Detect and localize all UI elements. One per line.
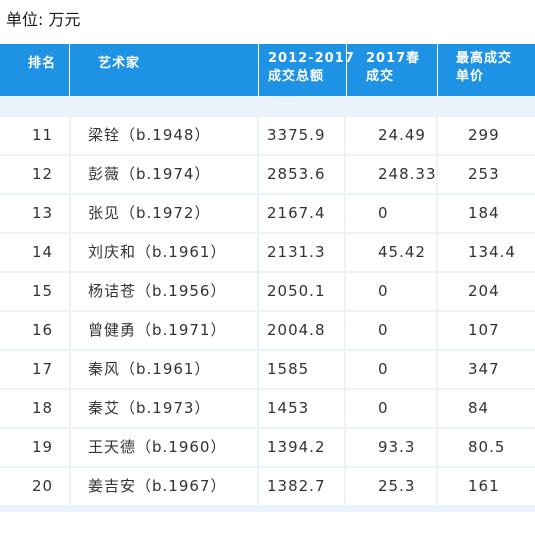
cell-max: 299: [438, 117, 535, 154]
table-row: 13 张见（b.1972） 2167.4 0 184: [0, 194, 535, 233]
cell-rank: 12: [0, 156, 69, 193]
header-max-line2: 单价: [456, 69, 485, 84]
cell-max: 161: [438, 468, 535, 505]
header-spring: 2017春 成交: [366, 50, 420, 102]
cell-artist: 梁铨（b.1948）: [71, 117, 257, 154]
header-spring-line1: 2017春: [366, 51, 421, 66]
cell-total: 1382.7: [259, 468, 344, 505]
cell-rank: 15: [0, 273, 69, 310]
cell-rank: 19: [0, 429, 69, 466]
header-divider: [437, 44, 438, 96]
table-row: 15 杨诘苍（b.1956） 2050.1 0 204: [0, 272, 535, 311]
cell-spring: 45.42: [346, 234, 436, 271]
table-row: 11 梁铨（b.1948） 3375.9 24.49 299: [0, 116, 535, 155]
ranking-table: 排名 艺术家 2012-2017 成交总额 2017春 成交 最高成交 单价 1…: [0, 44, 535, 512]
cell-rank: 14: [0, 234, 69, 271]
cell-total: 1453: [259, 390, 344, 427]
header-artist: 艺术家: [98, 56, 141, 71]
cell-spring: 0: [346, 195, 436, 232]
cell-spring: 25.3: [346, 468, 436, 505]
cell-total: 2004.8: [259, 312, 344, 349]
cell-artist: 刘庆和（b.1961）: [71, 234, 257, 271]
cell-spring: 0: [346, 273, 436, 310]
header-spacer: [0, 96, 535, 116]
cell-total: 2853.6: [259, 156, 344, 193]
header-total: 2012-2017 成交总额: [268, 50, 355, 102]
header-max-line1: 最高成交: [456, 51, 513, 66]
cell-artist: 杨诘苍（b.1956）: [71, 273, 257, 310]
cell-max: 253: [438, 156, 535, 193]
cell-artist: 彭薇（b.1974）: [71, 156, 257, 193]
cell-spring: 24.49: [346, 117, 436, 154]
cell-spring: 248.33: [346, 156, 436, 193]
cell-artist: 张见（b.1972）: [71, 195, 257, 232]
header-total-line2: 成交总额: [268, 69, 325, 84]
cell-rank: 17: [0, 351, 69, 388]
table-body: 11 梁铨（b.1948） 3375.9 24.49 299 12 彭薇（b.1974） 28…: [0, 116, 535, 512]
header-total-line1: 2012-2017: [268, 51, 355, 66]
header-rank: 排名: [28, 56, 57, 71]
cell-max: 184: [438, 195, 535, 232]
cell-max: 84: [438, 390, 535, 427]
table-row: 17 秦风（b.1961） 1585 0 347: [0, 350, 535, 389]
cell-total: 2131.3: [259, 234, 344, 271]
cell-max: 134.4: [438, 234, 535, 271]
cell-max: 107: [438, 312, 535, 349]
table-row: 14 刘庆和（b.1961） 2131.3 45.42 134.4: [0, 233, 535, 272]
header-divider: [346, 44, 347, 96]
cell-total: 1585: [259, 351, 344, 388]
table-row: 12 彭薇（b.1974） 2853.6 248.33 253: [0, 155, 535, 194]
table-row: 18 秦艾（b.1973） 1453 0 84: [0, 389, 535, 428]
cell-rank: 11: [0, 117, 69, 154]
cell-artist: 姜吉安（b.1967）: [71, 468, 257, 505]
table-row: 16 曾健勇（b.1971） 2004.8 0 107: [0, 311, 535, 350]
cell-artist: 曾健勇（b.1971）: [71, 312, 257, 349]
header-divider: [258, 44, 259, 96]
cell-max: 204: [438, 273, 535, 310]
table-row: 20 姜吉安（b.1967） 1382.7 25.3 161: [0, 467, 535, 506]
header-spring-line2: 成交: [366, 69, 395, 84]
cell-rank: 16: [0, 312, 69, 349]
cell-artist: 秦艾（b.1973）: [71, 390, 257, 427]
header-max: 最高成交 单价: [456, 50, 512, 102]
cell-spring: 0: [346, 351, 436, 388]
cell-artist: 王天德（b.1960）: [71, 429, 257, 466]
table-header: 排名 艺术家 2012-2017 成交总额 2017春 成交 最高成交 单价: [0, 44, 535, 96]
cell-spring: 93.3: [346, 429, 436, 466]
header-divider: [69, 44, 70, 96]
cell-max: 347: [438, 351, 535, 388]
cell-rank: 13: [0, 195, 69, 232]
cell-total: 1394.2: [259, 429, 344, 466]
cell-rank: 20: [0, 468, 69, 505]
cell-rank: 18: [0, 390, 69, 427]
table-row: 19 王天德（b.1960） 1394.2 93.3 80.5: [0, 428, 535, 467]
cell-artist: 秦风（b.1961）: [71, 351, 257, 388]
cell-max: 80.5: [438, 429, 535, 466]
cell-total: 3375.9: [259, 117, 344, 154]
cell-total: 2167.4: [259, 195, 344, 232]
unit-label: 单位: 万元: [6, 10, 81, 29]
cell-spring: 0: [346, 390, 436, 427]
cell-total: 2050.1: [259, 273, 344, 310]
cell-spring: 0: [346, 312, 436, 349]
